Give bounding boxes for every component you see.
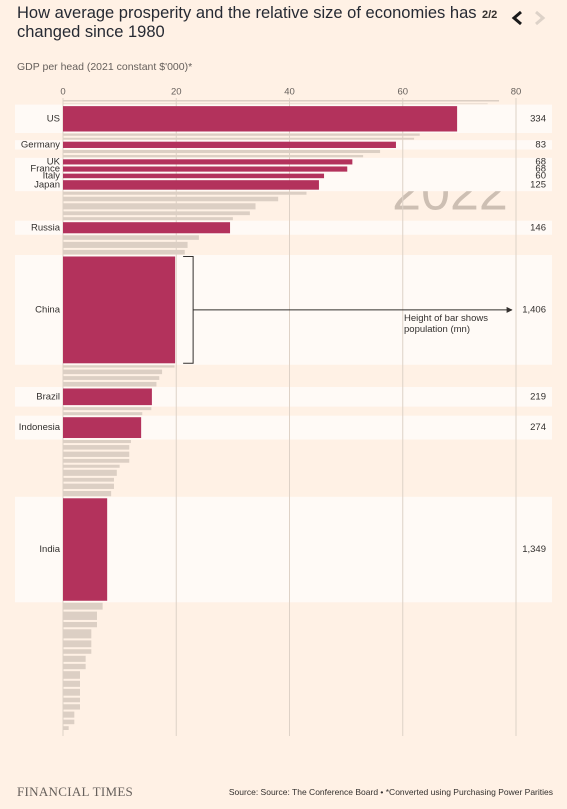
title: How average prosperity and the relative … bbox=[17, 4, 477, 41]
bar bbox=[63, 483, 114, 489]
bar bbox=[63, 106, 458, 132]
x-tick-label: 80 bbox=[511, 87, 522, 98]
annotation: Height of bar shows population (mn) bbox=[404, 312, 488, 335]
bar bbox=[63, 621, 97, 628]
next-button[interactable] bbox=[535, 10, 546, 26]
bar bbox=[63, 369, 163, 375]
source: Source: Source: The Conference Board • *… bbox=[228, 787, 553, 797]
x-tick-label: 60 bbox=[397, 87, 408, 98]
bar bbox=[63, 671, 80, 679]
bar bbox=[63, 180, 319, 190]
bar bbox=[63, 490, 112, 497]
category-label: UK bbox=[47, 156, 61, 167]
bar bbox=[63, 211, 250, 216]
bar bbox=[63, 103, 488, 105]
x-tick-label: 20 bbox=[171, 87, 182, 98]
population-label: 1,406 bbox=[522, 304, 546, 315]
bar bbox=[63, 133, 420, 136]
bar bbox=[63, 412, 143, 416]
category-label: France bbox=[30, 164, 60, 175]
bar bbox=[63, 697, 80, 703]
bar bbox=[63, 704, 80, 710]
prev-button[interactable] bbox=[511, 10, 522, 26]
bar bbox=[63, 719, 75, 725]
bar bbox=[63, 440, 131, 444]
bar bbox=[63, 680, 80, 687]
population-label: 125 bbox=[530, 179, 546, 190]
bar bbox=[63, 477, 114, 482]
category-label: Japan bbox=[34, 179, 60, 190]
population-label: 274 bbox=[530, 422, 546, 433]
bar bbox=[63, 726, 69, 730]
x-axis-label: GDP per head (2021 constant $'000)* bbox=[17, 61, 193, 73]
bar bbox=[63, 649, 92, 654]
bar bbox=[63, 241, 188, 248]
bar bbox=[63, 611, 97, 620]
population-label: 83 bbox=[535, 139, 546, 150]
population-label: 146 bbox=[530, 222, 546, 233]
category-label: Italy bbox=[43, 170, 61, 181]
bar bbox=[63, 688, 80, 696]
category-label: India bbox=[39, 544, 60, 555]
bar bbox=[63, 365, 175, 368]
bar bbox=[63, 235, 199, 240]
bar bbox=[63, 100, 500, 102]
population-label: 60 bbox=[535, 170, 546, 181]
pager: 2/2 bbox=[482, 9, 498, 21]
bar bbox=[63, 203, 256, 210]
bar bbox=[63, 196, 279, 202]
bar bbox=[63, 498, 108, 601]
bar bbox=[63, 222, 231, 234]
bar bbox=[63, 417, 142, 439]
x-tick-label: 40 bbox=[284, 87, 295, 98]
bar bbox=[63, 159, 353, 165]
bar bbox=[63, 137, 415, 140]
bar bbox=[63, 173, 325, 179]
bar bbox=[63, 381, 157, 387]
bar bbox=[63, 376, 160, 380]
category-label: Russia bbox=[31, 222, 61, 233]
bar bbox=[63, 640, 92, 648]
population-label: 334 bbox=[530, 113, 546, 124]
category-label: Indonesia bbox=[19, 422, 61, 433]
bracket bbox=[183, 255, 194, 364]
category-label: China bbox=[35, 304, 61, 315]
category-label: Brazil bbox=[36, 391, 60, 402]
bar bbox=[63, 451, 130, 457]
category-label: Germany bbox=[21, 139, 60, 150]
bar bbox=[63, 256, 176, 364]
bar bbox=[63, 629, 92, 639]
population-label: 68 bbox=[535, 156, 546, 167]
bar bbox=[63, 663, 86, 670]
population-label: 68 bbox=[535, 164, 546, 175]
population-label: 219 bbox=[530, 391, 546, 402]
category-label: US bbox=[47, 113, 60, 124]
bar bbox=[63, 166, 348, 172]
brand: FINANCIAL TIMES bbox=[17, 784, 134, 799]
bar bbox=[63, 464, 120, 468]
bar bbox=[63, 407, 152, 411]
bar bbox=[63, 141, 396, 148]
bar bbox=[63, 217, 233, 221]
bar bbox=[63, 458, 130, 463]
bar bbox=[63, 445, 130, 450]
bar bbox=[63, 149, 381, 154]
bar bbox=[63, 155, 364, 158]
bar bbox=[63, 191, 307, 195]
bar bbox=[63, 249, 185, 255]
bar bbox=[63, 711, 75, 718]
bar bbox=[63, 469, 117, 476]
population-label: 1,349 bbox=[522, 544, 546, 555]
row-band bbox=[15, 415, 552, 440]
bar bbox=[63, 602, 103, 610]
bar bbox=[63, 655, 86, 662]
bar bbox=[63, 388, 152, 406]
x-tick-label: 0 bbox=[60, 87, 65, 98]
